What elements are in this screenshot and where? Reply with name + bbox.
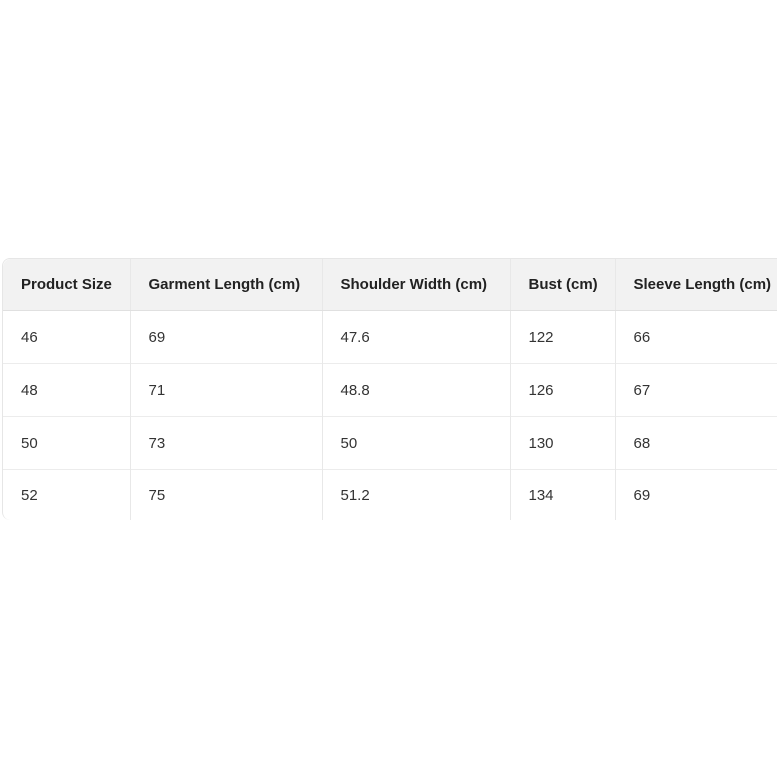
size-chart-table: Product Size Garment Length (cm) Shoulde… xyxy=(3,259,777,520)
header-garment-length: Garment Length (cm) xyxy=(129,259,322,311)
cell-garment-length: 73 xyxy=(129,416,322,470)
header-product-size: Product Size xyxy=(3,259,130,311)
header-sleeve-length: Sleeve Length (cm) xyxy=(614,259,777,311)
table-row: 52 75 51.2 134 69 xyxy=(3,469,777,520)
cell-garment-length: 71 xyxy=(129,363,322,417)
table-row: 50 73 50 130 68 xyxy=(3,416,777,470)
cell-shoulder-width: 48.8 xyxy=(321,363,510,417)
cell-garment-length: 69 xyxy=(129,310,322,364)
cell-sleeve-length: 67 xyxy=(614,363,777,417)
cell-bust: 122 xyxy=(509,310,615,364)
cell-bust: 130 xyxy=(509,416,615,470)
cell-product-size: 46 xyxy=(21,328,38,346)
table-row: 48 71 48.8 126 67 xyxy=(3,363,777,417)
cell-sleeve-length: 68 xyxy=(614,416,777,470)
cell-product-size: 50 xyxy=(3,416,130,470)
cell-shoulder-width: 50 xyxy=(321,416,510,470)
cell-garment-length: 75 xyxy=(129,469,322,520)
cell-product-size: 52 xyxy=(3,469,130,520)
cell-sleeve-length: 66 xyxy=(614,310,777,364)
cell-product-size: 48 xyxy=(3,363,130,417)
cell-shoulder-width: 47.6 xyxy=(321,310,510,364)
table-header-row: Product Size Garment Length (cm) Shoulde… xyxy=(3,259,777,311)
size-chart-table-container: Product Size Garment Length (cm) Shoulde… xyxy=(2,258,777,520)
table-row: 46 69 47.6 122 66 xyxy=(3,310,777,364)
cell-shoulder-width: 51.2 xyxy=(321,469,510,520)
header-shoulder-width: Shoulder Width (cm) xyxy=(321,259,510,311)
cell-bust: 134 xyxy=(509,469,615,520)
cell-sleeve-length: 69 xyxy=(614,469,777,520)
header-bust: Bust (cm) xyxy=(509,259,615,311)
cell-bust: 126 xyxy=(509,363,615,417)
